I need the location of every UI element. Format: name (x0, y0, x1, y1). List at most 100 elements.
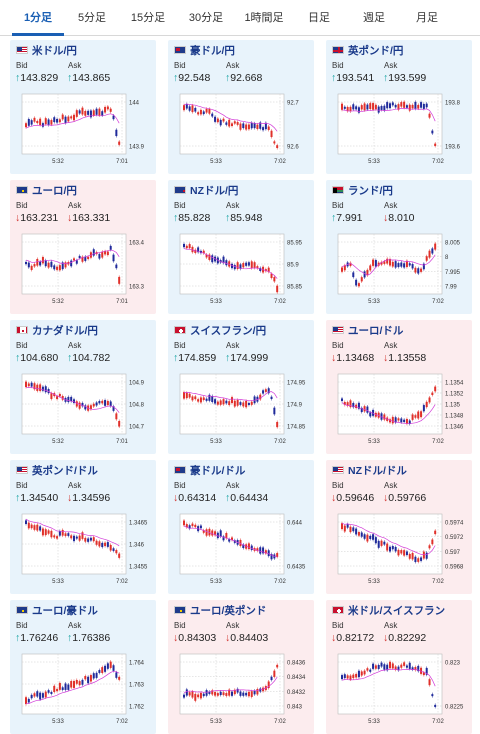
candle (104, 400, 107, 406)
rate-card[interactable]: ユーロ/ドル Bid ↓1.13468 Ask ↓1.13558 1.1354 1.1352… (326, 320, 472, 454)
pair-name[interactable]: 米ドル/円 (32, 45, 77, 57)
bid-label: Bid (16, 481, 28, 490)
candle (267, 681, 270, 689)
pair-name[interactable]: ランド/円 (348, 185, 393, 197)
y-tick-label: 0.5972 (445, 535, 464, 541)
pair-name[interactable]: ユーロ/円 (32, 185, 77, 197)
tab-6[interactable]: 週足 (363, 12, 385, 24)
rate-card[interactable]: カナダドル/円 Bid ↑104.680 Ask ↑104.782 104.9 104.8 1… (10, 320, 156, 454)
bid-label: Bid (174, 341, 186, 350)
mini-chart[interactable]: 1.1354 1.1352 1.135 1.1348 1.1346 5:33 7:02 (332, 370, 466, 450)
x-tick-label: 7:02 (274, 579, 286, 585)
currency-flag-icon (16, 606, 28, 614)
candle (264, 550, 267, 554)
pair-name[interactable]: NZドル/ドル (348, 465, 407, 477)
chart-svg: 163.4 163.3 5:32 7:01 (21, 233, 145, 305)
mini-chart[interactable]: 0.8436 0.8434 0.8432 0.843 5:33 7:02 (174, 650, 308, 730)
candle (36, 258, 39, 266)
tab-3[interactable]: 30分足 (188, 12, 224, 24)
candle (408, 662, 411, 669)
mini-chart[interactable]: 8.005 8 7.995 7.99 5:33 7:02 (332, 230, 466, 310)
rate-card[interactable]: 米ドル/スイスフラン Bid ↓0.82172 Ask ↓0.82292 0.823 0.8… (326, 600, 472, 734)
arrow-down-icon: ↓ (225, 632, 231, 644)
rate-card[interactable]: NZドル/円 Bid ↑85.828 Ask ↑85.948 85.95 85.9 85.85… (168, 180, 314, 314)
candle (185, 689, 188, 696)
tab-7[interactable]: 月足 (416, 12, 438, 24)
candle (377, 540, 380, 548)
candle (245, 124, 248, 130)
candle (115, 550, 118, 554)
rate-card[interactable]: ユーロ/豪ドル Bid ↑1.76246 Ask ↑1.76386 1.764 1.763 1… (10, 600, 156, 734)
pair-name[interactable]: 米ドル/スイスフラン (348, 605, 446, 617)
candle (188, 525, 191, 529)
candle (245, 262, 248, 266)
pair-name[interactable]: ユーロ/英ポンド (190, 605, 267, 617)
pair-name[interactable]: 英ポンド/ドル (32, 465, 98, 477)
tab-1[interactable]: 5分足 (77, 12, 107, 24)
candle (267, 267, 270, 272)
mini-chart[interactable]: 104.9 104.8 104.7 5:32 7:01 (16, 370, 150, 450)
candle (400, 550, 403, 554)
rate-card[interactable]: ランド/円 Bid ↑7.991 Ask ↓8.010 8.005 8 7.995 7.99 5:… (326, 180, 472, 314)
pair-name[interactable]: カナダドル/円 (32, 325, 98, 337)
mini-chart[interactable]: 0.5974 0.5972 0.597 0.5968 5:33 7:02 (332, 510, 466, 590)
rate-card[interactable]: ユーロ/円 Bid ↓163.231 Ask ↓163.331 163.4 163.3 5:3… (10, 180, 156, 314)
candle (276, 285, 279, 293)
candle (115, 264, 118, 269)
candle (64, 533, 67, 537)
mini-chart[interactable]: 0.823 0.8225 5:33 7:02 (332, 650, 466, 730)
mini-chart[interactable]: 1.3465 1.346 1.3455 5:33 7:02 (16, 510, 150, 590)
candle (394, 546, 397, 552)
mini-chart[interactable]: 85.95 85.9 85.85 5:33 7:02 (174, 230, 308, 310)
candle (205, 690, 208, 696)
pair-name[interactable]: ユーロ/ドル (348, 325, 404, 337)
rate-card[interactable]: ユーロ/英ポンド Bid ↓0.84303 Ask ↓0.84403 0.8436 0.84… (168, 600, 314, 734)
pair-name[interactable]: 豪ドル/ドル (190, 465, 246, 477)
tab-0[interactable]: 1分足 (12, 0, 64, 36)
y-tick-label: 0.8225 (445, 705, 464, 711)
rate-card[interactable]: 英ポンド/ドル Bid ↑1.34540 Ask ↓1.34596 1.3465 1.346… (10, 460, 156, 594)
candle (247, 543, 250, 550)
candle (270, 273, 273, 279)
pair-name[interactable]: 豪ドル/円 (190, 45, 235, 57)
mini-chart[interactable]: 144 143.9 5:32 7:01 (16, 90, 150, 170)
candle (417, 268, 420, 274)
pair-name[interactable]: 英ポンド/円 (348, 45, 404, 57)
ask-price: 143.865 (72, 72, 111, 84)
candle (431, 130, 434, 134)
candle (33, 693, 36, 697)
pair-name[interactable]: ユーロ/豪ドル (32, 605, 98, 617)
candle (73, 399, 75, 404)
candle (98, 541, 101, 547)
rate-card[interactable]: 豪ドル/円 Bid ↑92.548 Ask ↑92.668 92.7 92.6 5:33 7:0… (168, 40, 314, 174)
mini-chart[interactable]: 193.8 193.6 5:33 7:02 (332, 90, 466, 170)
currency-flag-icon (174, 466, 186, 474)
mini-chart[interactable]: 163.4 163.3 5:32 7:01 (16, 230, 150, 310)
mini-chart[interactable]: 0.644 0.6435 5:33 7:02 (174, 510, 308, 590)
rate-card[interactable]: 豪ドル/ドル Bid ↓0.64314 Ask ↑0.64434 0.644 0.6435 5… (168, 460, 314, 594)
rate-card[interactable]: スイスフラン/円 Bid ↑174.859 Ask ↑174.999 174.95 174.… (168, 320, 314, 454)
tab-5[interactable]: 日足 (308, 12, 330, 24)
tab-4[interactable]: 1時間足 (244, 12, 284, 24)
pair-name[interactable]: NZドル/円 (190, 185, 239, 197)
mini-chart[interactable]: 92.7 92.6 5:33 7:02 (174, 90, 308, 170)
candle (70, 535, 73, 539)
mini-chart[interactable]: 1.764 1.763 1.762 5:33 7:02 (16, 650, 150, 730)
mini-chart[interactable]: 174.95 174.9 174.85 5:33 7:02 (174, 370, 308, 450)
ask-label: Ask (68, 201, 82, 210)
rate-card[interactable]: 英ポンド/円 Bid ↑193.541 Ask ↑193.599 193.8 193.6 5:… (326, 40, 472, 174)
rate-card[interactable]: NZドル/ドル Bid ↓0.59646 Ask ↓0.59766 0.5974 0.597… (326, 460, 472, 594)
candle (239, 123, 242, 130)
moving-average-line (25, 386, 120, 413)
rate-card[interactable]: 米ドル/円 Bid ↑143.829 Ask ↑143.865 144 143.9 5:32 7… (10, 40, 156, 174)
tab-2[interactable]: 15分足 (130, 12, 166, 24)
candle (264, 269, 267, 272)
candle (405, 665, 408, 668)
candle (183, 243, 185, 248)
candle (383, 414, 386, 420)
candle (374, 260, 377, 267)
pair-name[interactable]: スイスフラン/円 (190, 325, 267, 337)
arrow-down-icon: ↓ (173, 492, 179, 504)
candle (250, 401, 253, 405)
candle (389, 546, 391, 552)
